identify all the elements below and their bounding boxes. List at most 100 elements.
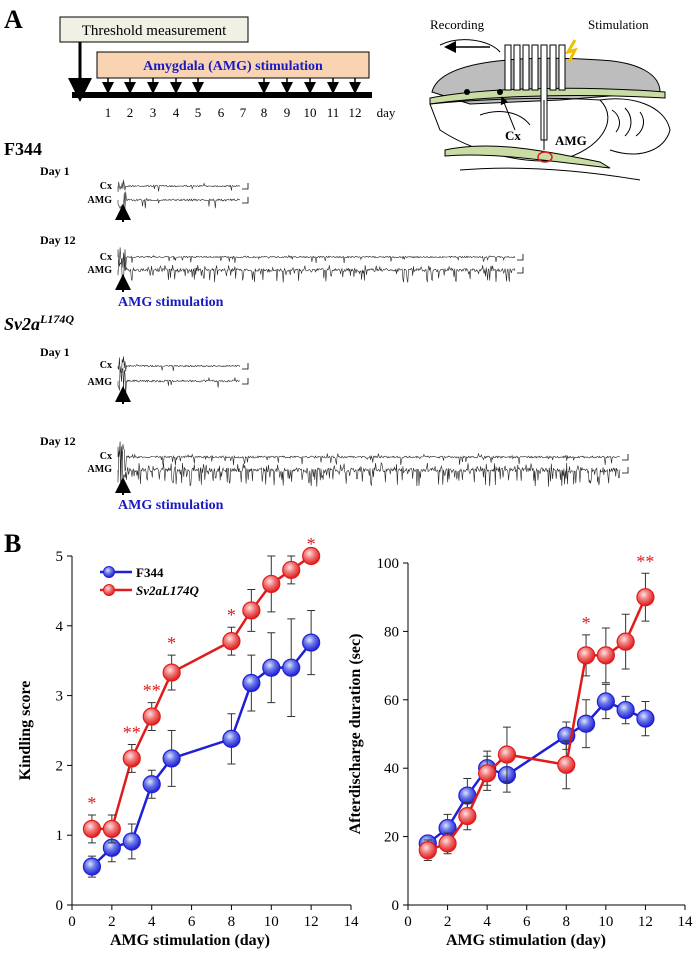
series-line: [427, 700, 646, 845]
day-number: 9: [284, 105, 291, 120]
trace: [117, 179, 240, 192]
marker: [222, 632, 241, 651]
legend-label: Sv2aL174Q: [136, 583, 199, 598]
channel-label: Cx: [100, 451, 112, 462]
marker: [162, 749, 181, 768]
marker: [497, 745, 517, 764]
trace: [117, 450, 621, 492]
scale-bar: [242, 363, 249, 370]
marker: [636, 588, 655, 607]
marker: [82, 819, 102, 839]
day-label: Day 1: [40, 164, 70, 178]
channel-label: AMG: [88, 195, 113, 206]
stim-text: Amygdala (AMG) stimulation: [143, 59, 323, 74]
y-tick-label: 1: [56, 828, 64, 844]
trace: [117, 366, 240, 396]
x-tick-label: 0: [404, 914, 412, 930]
marker: [102, 819, 121, 839]
significance-label: **: [123, 722, 141, 742]
marker: [262, 574, 281, 594]
day-number: 5: [195, 105, 202, 120]
x-tick-label: 8: [563, 914, 571, 930]
day-unit: day: [377, 105, 396, 120]
y-axis-label: Kindling score: [17, 681, 34, 781]
scale-bar: [622, 454, 629, 461]
scale-bar: [517, 254, 524, 261]
schematic-label: Stimulation: [588, 17, 649, 32]
x-tick-label: 4: [148, 914, 156, 930]
group-name: Sv2a: [4, 314, 40, 334]
stim-marker-label: AMG stimulation: [118, 498, 224, 513]
y-tick-label: 40: [384, 761, 399, 777]
stim-marker-label: AMG stimulation: [118, 295, 224, 310]
marker: [142, 775, 161, 794]
marker: [636, 709, 655, 728]
y-tick-label: 60: [384, 693, 399, 709]
x-tick-label: 6: [523, 914, 531, 930]
x-tick-label: 4: [483, 914, 491, 930]
significance-label: *: [582, 613, 591, 633]
y-tick-label: 80: [384, 624, 399, 640]
timeline-bar: [72, 92, 372, 98]
day-number: 3: [150, 105, 157, 120]
trace: [117, 259, 516, 283]
marker: [162, 663, 181, 682]
y-tick-label: 4: [56, 619, 64, 635]
day-number: 12: [349, 105, 362, 120]
marker: [302, 633, 321, 652]
y-tick-label: 100: [377, 556, 400, 572]
group-label: Sv2aL174Q: [4, 312, 74, 334]
x-tick-label: 8: [228, 914, 236, 930]
channel-label: AMG: [88, 464, 113, 475]
significance-label: *: [307, 534, 316, 554]
stim-box: [96, 51, 370, 79]
day-axis: 1 2 3 4 5 6 7 8 9 10 11 12 day: [102, 78, 396, 120]
significance-label: *: [87, 793, 96, 813]
marker: [616, 700, 635, 720]
x-axis-label: AMG stimulation (day): [110, 932, 270, 949]
x-axis-label: AMG stimulation (day): [446, 932, 606, 949]
scale-bar: [622, 467, 629, 474]
brain-schematic: [429, 39, 671, 181]
marker: [122, 832, 141, 851]
legend-label: F344: [136, 565, 164, 580]
day-number: 4: [173, 105, 180, 120]
marker: [282, 658, 301, 677]
marker: [142, 707, 161, 726]
day-number: 6: [218, 105, 225, 120]
schematic-label: Recording: [430, 17, 485, 32]
panel-label: A: [4, 5, 23, 34]
scale-bar: [242, 197, 249, 204]
group-superscript: L174Q: [39, 312, 74, 326]
marker: [557, 755, 576, 774]
y-tick-label: 0: [56, 898, 64, 914]
series-line: [91, 641, 313, 868]
marker: [458, 806, 477, 826]
marker: [576, 714, 596, 733]
y-tick-label: 0: [392, 898, 400, 914]
scale-bar: [242, 183, 249, 190]
day-number: 11: [327, 105, 340, 120]
day-label: Day 1: [40, 345, 70, 359]
marker: [418, 841, 437, 860]
threshold-box: [59, 16, 249, 43]
marker: [282, 560, 301, 580]
x-tick-label: 2: [444, 914, 452, 930]
series-line: [91, 554, 312, 831]
y-tick-label: 2: [56, 758, 64, 774]
legend-marker: [103, 566, 115, 578]
day-number: 7: [240, 105, 247, 120]
trace: [117, 247, 516, 270]
x-tick-label: 2: [108, 914, 116, 930]
marker: [242, 601, 261, 620]
marker: [262, 658, 281, 677]
group-label: F344: [4, 139, 42, 159]
channel-label: AMG: [88, 265, 113, 276]
y-axis-label: Afterdischarge duration (sec): [347, 634, 364, 835]
trace: [117, 356, 241, 374]
x-tick-label: 14: [344, 914, 360, 930]
schematic-label: AMG: [555, 133, 587, 148]
channel-label: Cx: [100, 181, 112, 192]
